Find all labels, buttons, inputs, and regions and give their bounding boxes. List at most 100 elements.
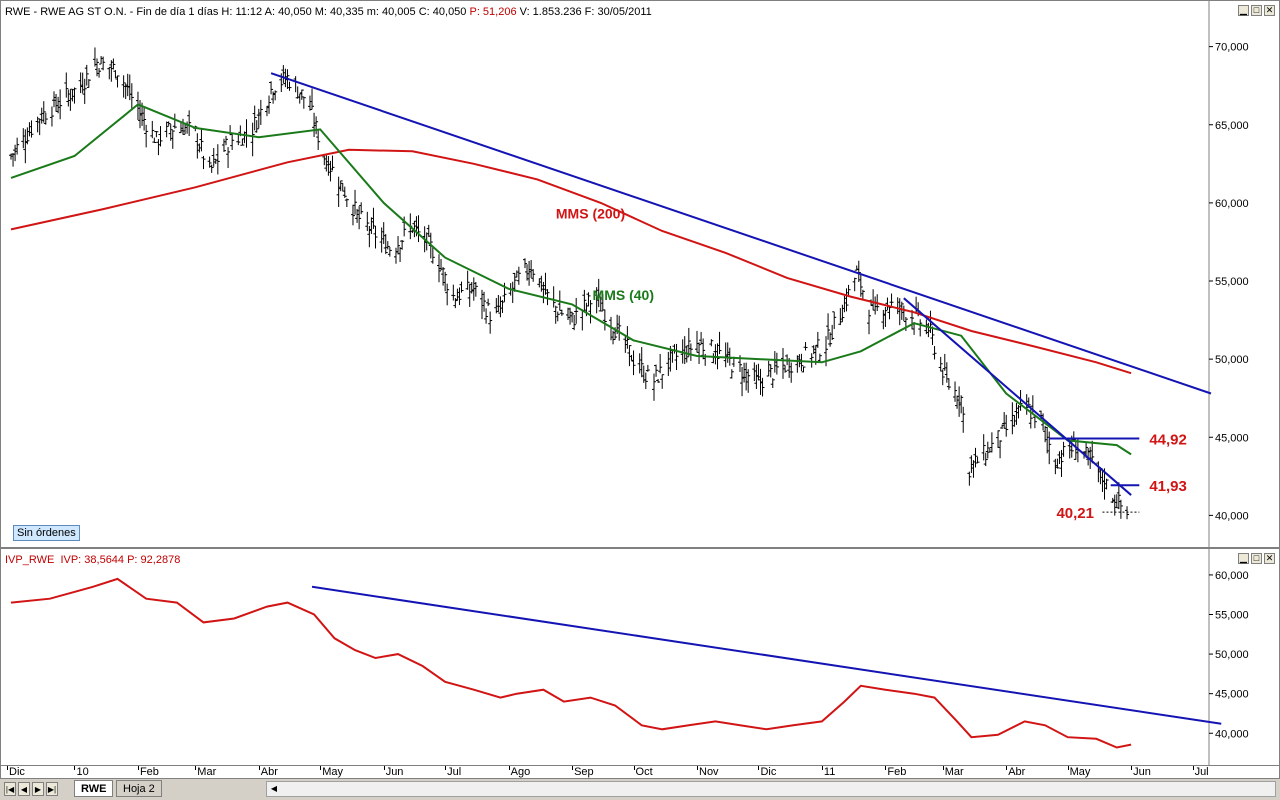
date-tick-mark: [7, 766, 8, 770]
ohlc-bar: [1010, 402, 1015, 435]
ohlc-bar: [574, 297, 579, 324]
ohlc-bar: [987, 448, 992, 453]
ohlc-bar: [80, 72, 85, 94]
ohlc-bar: [1059, 449, 1064, 477]
ohlc-bar: [758, 368, 763, 395]
ohlc-bar: [1055, 458, 1060, 469]
ohlc-bar: [43, 112, 48, 125]
scroll-left-icon[interactable]: ◀: [270, 784, 278, 793]
minimize-button[interactable]: ▁: [1238, 5, 1249, 16]
ohlc-bar: [852, 277, 857, 292]
date-tick-label: Mar: [197, 766, 217, 778]
ohlc-bar: [985, 441, 990, 459]
ohlc-bar: [553, 305, 558, 324]
ohlc-bar: [299, 89, 304, 100]
ohlc-bar: [541, 281, 546, 304]
ohlc-bar: [312, 112, 317, 138]
date-tick-label: Abr: [260, 766, 278, 778]
tab-hoja-2[interactable]: Hoja 2: [116, 780, 162, 797]
ohlc-bar: [164, 121, 169, 138]
ohlc-bar: [602, 309, 607, 331]
ohlc-bar: [307, 95, 312, 111]
price-header-p: P: 51,206: [469, 6, 517, 18]
ohlc-bar: [660, 374, 665, 389]
ohlc-bar: [121, 75, 126, 98]
ohlc-bar: [387, 247, 392, 257]
ohlc-bar: [1004, 414, 1009, 437]
ohlc-bar: [195, 133, 200, 159]
ohlc-bar: [815, 331, 820, 348]
ohlc-bar: [244, 119, 249, 148]
date-tick-mark: [697, 766, 698, 770]
price-chart-svg[interactable]: 70,000 65,000 60,000 55,000 50,000 45,000 40,0…: [1, 1, 1280, 548]
date-tick-label: Mar: [944, 766, 964, 778]
ohlc-bar: [324, 154, 329, 172]
ohlc-bar: [338, 180, 343, 192]
ohlc-bar: [971, 460, 976, 478]
ohlc-bar: [672, 344, 677, 354]
date-tick-label: Jul: [1194, 766, 1209, 778]
ohlc-bar: [580, 309, 585, 331]
ma-annotation: MMS (200): [556, 206, 625, 222]
ohlc-bar: [742, 362, 747, 383]
ohlc-bar: [68, 89, 73, 111]
no-orders-button[interactable]: Sin órdenes: [13, 525, 80, 541]
next-sheet-button[interactable]: ▶: [32, 782, 44, 796]
indicator-chart-panel[interactable]: 60,000 55,000 50,000 45,000 40,000 IVP_RWE I…: [0, 548, 1280, 766]
last-sheet-button[interactable]: ▶|: [46, 782, 58, 796]
close-button[interactable]: ✕: [1264, 5, 1275, 16]
ohlc-bar: [598, 297, 603, 312]
ohlc-bar: [416, 215, 421, 243]
ohlc-bar: [1014, 403, 1019, 425]
date-tick-label: Abr: [1008, 766, 1026, 778]
ohlc-bar: [883, 307, 888, 327]
ohlc-bar: [656, 378, 661, 383]
maximize-button[interactable]: □: [1251, 5, 1262, 16]
horizontal-scrollbar[interactable]: ◀: [266, 781, 1276, 797]
ohlc-bar: [803, 342, 808, 351]
first-sheet-button[interactable]: |◀: [4, 782, 16, 796]
ohlc-bar: [494, 297, 499, 314]
ohlc-bar: [35, 116, 40, 133]
date-tick-mark: [1006, 766, 1008, 770]
ohlc-bar: [545, 289, 550, 306]
ohlc-bar: [654, 364, 659, 377]
ohlc-bar: [873, 296, 878, 315]
ohlc-bar: [78, 72, 83, 94]
date-tick-mark: [195, 766, 197, 770]
ohlc-bar: [209, 164, 214, 173]
ohlc-bars: [9, 47, 1130, 520]
date-tick-label: 11: [823, 766, 836, 778]
ohlc-bar: [115, 75, 120, 88]
ohlc-bar: [314, 116, 319, 135]
ohlc-bar: [627, 345, 632, 367]
mms40-line: [10, 103, 1132, 456]
ohlc-bar: [123, 83, 128, 100]
price-chart-panel[interactable]: 70,000 65,000 60,000 55,000 50,000 45,000 40,0…: [0, 0, 1280, 548]
ohlc-bar: [789, 362, 794, 383]
ohlc-bar: [441, 266, 446, 286]
ohlc-bar: [482, 291, 487, 312]
ohlc-bar: [1016, 405, 1021, 419]
indicator-minimize-button[interactable]: ▁: [1238, 553, 1249, 564]
ohlc-bar: [70, 88, 75, 102]
ohlc-bar: [297, 93, 302, 104]
ohlc-bar: [944, 362, 949, 383]
ohlc-bar: [330, 155, 335, 171]
ohlc-bar: [666, 351, 671, 376]
ohlc-bar: [326, 156, 331, 176]
ohlc-bar: [885, 297, 890, 311]
tab-rwe[interactable]: RWE: [74, 780, 114, 797]
indicator-close-button[interactable]: ✕: [1264, 553, 1275, 564]
ohlc-bar: [830, 324, 835, 340]
indicator-maximize-button[interactable]: □: [1251, 553, 1262, 564]
ohlc-bar: [871, 289, 876, 311]
ohlc-bar: [932, 345, 937, 360]
indicator-chart-svg[interactable]: 60,000 55,000 50,000 45,000 40,000: [1, 549, 1280, 766]
ohlc-bar: [637, 353, 642, 374]
ohlc-bar: [488, 311, 493, 334]
ohlc-bar: [258, 99, 263, 125]
ohlc-bar: [166, 121, 171, 126]
prev-sheet-button[interactable]: ◀: [18, 782, 30, 796]
ohlc-bar: [588, 300, 593, 324]
